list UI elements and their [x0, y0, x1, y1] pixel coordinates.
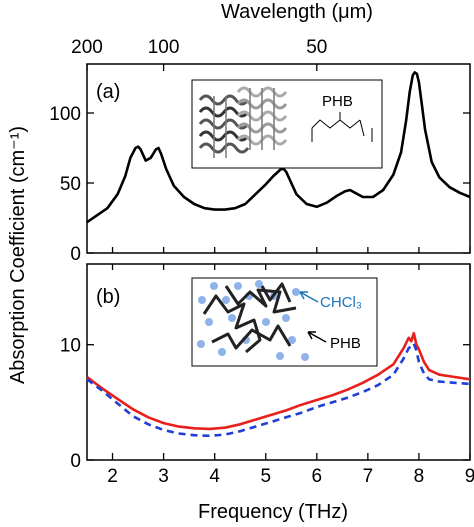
- phb-helix-bundle-icon: [198, 86, 288, 158]
- x-tick-label-8: 8: [414, 466, 425, 487]
- x-tick-label-6: 6: [312, 466, 323, 487]
- panel-a-tag: (a): [96, 81, 120, 103]
- top-tick-label-200: 200: [71, 37, 103, 58]
- chcl3-pointer-arrow: [299, 291, 319, 303]
- inset-solution: CHCl₃ PHB: [191, 277, 378, 367]
- chcl3-molecules-icon: [197, 280, 309, 361]
- x-axis-title: Frequency (THz): [198, 501, 348, 523]
- inset-b-chcl3-label: CHCl₃: [320, 294, 362, 311]
- panel-b-y-tick-label-0: 0: [70, 451, 81, 472]
- top-tick-label-50: 50: [306, 37, 327, 58]
- inset-phb-structure: PHB: [191, 79, 383, 169]
- panel-a-y-tick-label-0: 0: [70, 244, 81, 265]
- y-axis-title: Absorption Coefficient (cm⁻¹): [7, 126, 29, 384]
- panel-b-tag: (b): [96, 286, 120, 308]
- x-tick-label-3: 3: [158, 466, 169, 487]
- panel-a-frame: [86, 63, 471, 254]
- phb-pointer-arrow: [307, 331, 327, 343]
- phb-monomer-structure-icon: [311, 112, 373, 142]
- x-tick-label-5: 5: [260, 466, 271, 487]
- phb-chains-icon: [202, 282, 297, 354]
- panel-a-series-0-line: [86, 71, 471, 224]
- inset-a-phb-label: PHB: [322, 93, 353, 110]
- x-tick-label-9: 9: [465, 466, 474, 487]
- top-tick-label-100: 100: [148, 37, 180, 58]
- top-axis-title: Wavelength (μm): [221, 1, 373, 23]
- inset-b-phb-label: PHB: [330, 335, 361, 352]
- chart-marks: 2 3 4 5 6 7 8 9 200 100 50 0 50 100 0 10: [49, 37, 474, 487]
- panel-b-y-tick-label-10: 10: [60, 336, 81, 357]
- panel-b-series-0-line: [86, 331, 471, 431]
- panel-b-series-1-line: [86, 342, 471, 438]
- panel-a-y-tick-label-50: 50: [60, 174, 81, 195]
- panel-b-frame: [86, 263, 471, 461]
- x-tick-label-4: 4: [209, 466, 220, 487]
- panel-a-y-tick-label-100: 100: [49, 104, 81, 125]
- x-tick-label-7: 7: [363, 466, 374, 487]
- x-tick-label-2: 2: [107, 466, 118, 487]
